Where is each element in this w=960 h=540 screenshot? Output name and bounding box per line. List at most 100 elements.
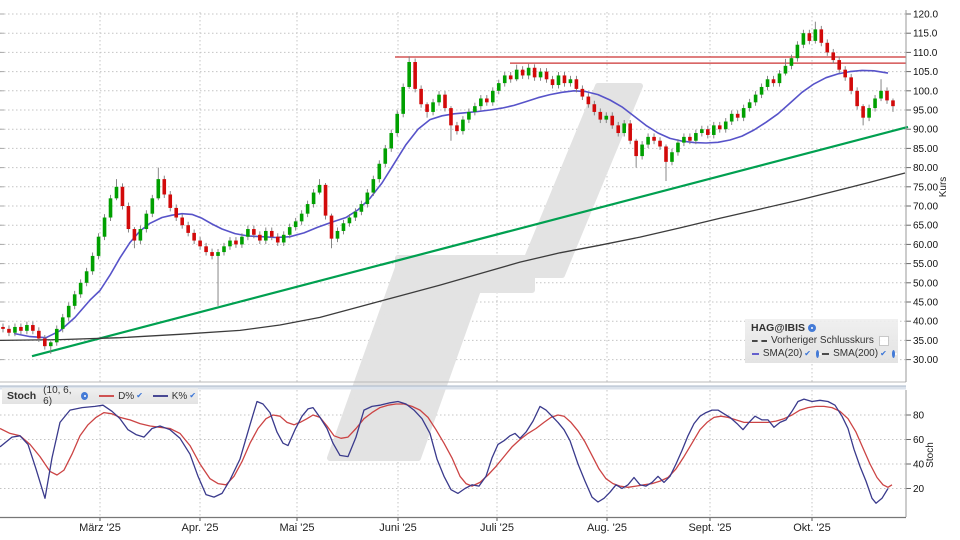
candle-body (210, 252, 214, 256)
candle-body (783, 65, 788, 74)
candle-body (192, 232, 196, 241)
sma20-checkbox[interactable]: ✔ (804, 348, 811, 358)
stoch-panel-header-bar (0, 386, 906, 390)
sma20-settings-icon[interactable] (816, 349, 822, 358)
candle-body (102, 217, 107, 237)
candle-body (7, 328, 11, 333)
candle-body (592, 104, 597, 112)
candle-body (819, 29, 824, 43)
prev-close-label: Vorheriger Schlusskurs (771, 335, 874, 346)
candle-body (13, 326, 17, 333)
candle-body (84, 271, 89, 283)
candle-body (431, 102, 435, 112)
candle-body (198, 240, 202, 247)
month-label: Okt. '25 (793, 522, 831, 534)
candle-body (246, 229, 250, 237)
k-checkbox[interactable]: ✔ (189, 391, 197, 400)
candle-body (395, 113, 400, 134)
sma200-settings-icon[interactable] (891, 349, 898, 358)
month-label: Apr. '25 (182, 522, 219, 534)
candle-body (174, 207, 179, 218)
candle-body (437, 94, 441, 103)
candle-body (849, 77, 853, 91)
candle-body (490, 90, 495, 103)
sma200-line-sample (822, 352, 830, 355)
candle-body (514, 69, 519, 80)
candle-body (228, 240, 232, 247)
candle-body (526, 67, 531, 76)
trendline (31, 125, 909, 358)
candle-body (682, 136, 686, 143)
month-label: Juni '25 (379, 522, 417, 534)
candle-body (496, 83, 501, 91)
candle-body (532, 67, 537, 78)
candle-body (831, 52, 836, 61)
sma200-checkbox[interactable]: ✔ (880, 348, 887, 358)
candle-body (162, 179, 167, 195)
candle-body (449, 108, 453, 126)
candle-body (287, 227, 292, 235)
candle-body (550, 79, 555, 86)
candle-body (622, 123, 626, 134)
price-tick-label: 35.00 (913, 336, 938, 347)
candle-body (120, 186, 125, 206)
sma20-line (13, 69, 889, 339)
candle-body (126, 206, 131, 230)
candle-body (78, 282, 83, 295)
month-label: Mai '25 (279, 522, 314, 534)
candle-body (694, 133, 698, 141)
candle-body (843, 69, 847, 78)
candle-body (293, 221, 298, 228)
stoch-params: (10, 6, 6) (43, 385, 72, 407)
candle-body (365, 192, 370, 205)
candle-body (807, 33, 812, 41)
candle-body (473, 106, 477, 112)
candle-body (885, 90, 889, 101)
prev-close-checkbox[interactable] (878, 335, 889, 346)
candle-body (652, 136, 656, 141)
candle-body (43, 338, 47, 347)
candle-body (275, 236, 280, 243)
candle-body (150, 198, 155, 214)
candle-body (281, 234, 286, 243)
candle-body (562, 75, 567, 84)
candle-body (538, 71, 543, 78)
candle-body (305, 204, 310, 214)
stoch-settings-icon[interactable] (81, 392, 89, 400)
candle-body (317, 184, 322, 193)
candle-body (574, 79, 579, 89)
candle-body (419, 88, 423, 105)
candle-body (216, 252, 220, 256)
watermark (517, 83, 643, 278)
sma20-line-sample (752, 352, 759, 355)
candle-body (353, 211, 358, 218)
price-tick-label: 100.0 (913, 86, 938, 97)
candle-body (66, 305, 71, 318)
candle-body (72, 294, 77, 306)
settings-icon[interactable] (808, 323, 816, 332)
price-tick-label: 95.00 (913, 106, 938, 117)
price-tick-label: 85.00 (913, 144, 938, 155)
candle-body (801, 33, 806, 45)
candle-body (335, 230, 340, 239)
d-label: D% (118, 390, 135, 402)
candle-body (269, 230, 274, 237)
candle-body (347, 217, 352, 224)
candle-body (25, 325, 29, 331)
candle-body (508, 75, 513, 80)
price-tick-label: 75.00 (913, 182, 938, 193)
candle-body (186, 225, 190, 233)
stoch-tick-label: 60 (913, 435, 925, 446)
candle-body (389, 133, 394, 149)
candle-body (299, 213, 304, 222)
candle-body (455, 125, 459, 132)
candle-body (837, 60, 842, 70)
candle-body (568, 79, 573, 84)
candle-body (771, 79, 776, 84)
candle-body (341, 223, 346, 231)
price-tick-label: 30.00 (913, 355, 938, 366)
price-tick-label: 120.0 (913, 10, 938, 21)
d-checkbox[interactable]: ✔ (136, 391, 143, 400)
